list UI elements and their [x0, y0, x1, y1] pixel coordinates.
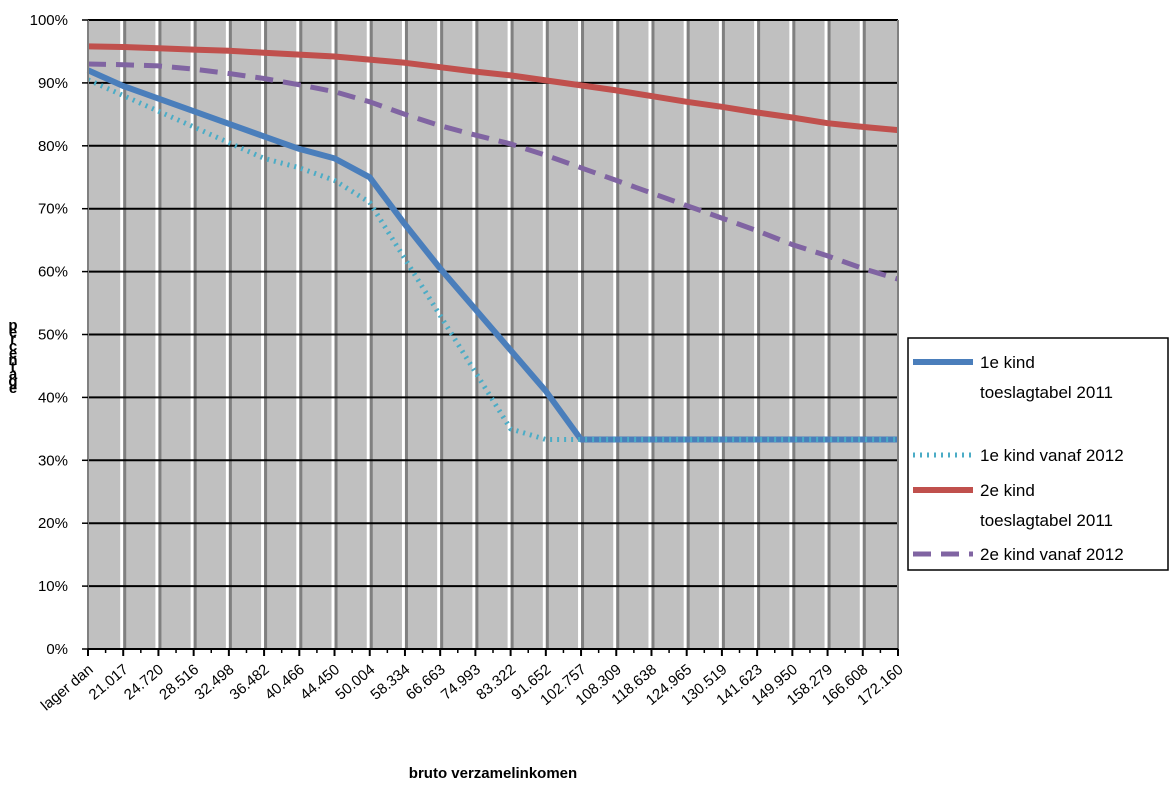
y-tick-label: 90% [38, 75, 68, 92]
y-tick-label: 20% [38, 515, 68, 532]
y-axis-title: percentage [8, 317, 17, 397]
horizontal-gridlines [88, 19, 898, 588]
legend-box [907, 337, 1169, 571]
series-line-1 [86, 67, 898, 443]
y-tick-label: 50% [38, 327, 68, 344]
y-tick-label: 60% [38, 264, 68, 281]
y-tick-label: 30% [38, 452, 68, 469]
series-layer [86, 43, 899, 443]
y-tick-label: 0% [46, 641, 68, 658]
series-line-2 [86, 77, 898, 442]
y-tick-label: 40% [38, 389, 68, 406]
series-line-3 [87, 43, 899, 134]
y-tick-labels: 0% 10% 20% 30% 40% 50% 60% 70% 80% 90% 100% [30, 12, 68, 658]
y-tick-label: 100% [30, 12, 68, 29]
y-tick-label: 10% [38, 578, 68, 595]
legend-label-3: 2e kind toeslagtabel 2011 [980, 481, 1113, 530]
axes [82, 19, 899, 656]
legend-label-2: 1e kind vanaf 2012 [980, 446, 1124, 465]
y-tick-label: 80% [38, 138, 68, 155]
legend: 1e kind toeslagtabel 2011 1e kind vanaf 20… [907, 337, 1169, 571]
x-axis-title: bruto verzamelinkomen [409, 765, 577, 782]
y-tick-label: 70% [38, 201, 68, 218]
legend-label-1: 1e kind toeslagtabel 2011 [980, 353, 1113, 402]
legend-label-4: 2e kind vanaf 2012 [980, 545, 1124, 564]
